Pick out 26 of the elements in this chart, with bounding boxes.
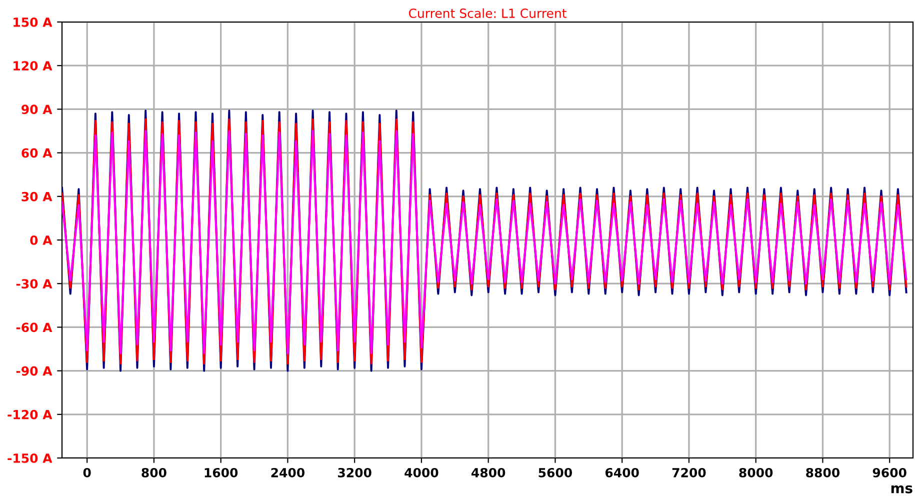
y-tick-label: -150 A [8,453,52,463]
y-tick-label: 150 A [14,17,52,27]
x-tick-label: 6400 [605,468,639,478]
x-tick-label: 8000 [739,468,773,478]
x-tick-label: 3200 [338,468,372,478]
y-tick-label: -90 A [16,366,52,376]
y-tick-label: 30 A [22,192,52,202]
x-tick-label: 2400 [271,468,305,478]
x-tick-label: 8800 [806,468,840,478]
x-tick-label: 9600 [872,468,906,478]
x-tick-label: 1600 [204,468,238,478]
x-axis-title: ms [891,485,912,494]
y-tick-label: -30 A [16,279,52,289]
x-tick-label: 4000 [404,468,438,478]
x-tick-label: 4800 [472,468,506,478]
x-tick-label: 7200 [672,468,706,478]
y-tick-label: -60 A [16,322,52,332]
x-tick-label: 5600 [538,468,572,478]
chart-title: Current Scale: L1 Current [408,8,566,18]
x-tick-label: 0 [83,468,91,478]
y-tick-label: 120 A [14,61,52,71]
x-tick-label: 800 [142,468,166,478]
y-tick-label: 0 A [30,235,52,245]
y-tick-label: -120 A [8,410,52,420]
y-tick-label: 90 A [22,104,52,114]
y-tick-label: 60 A [22,148,52,158]
